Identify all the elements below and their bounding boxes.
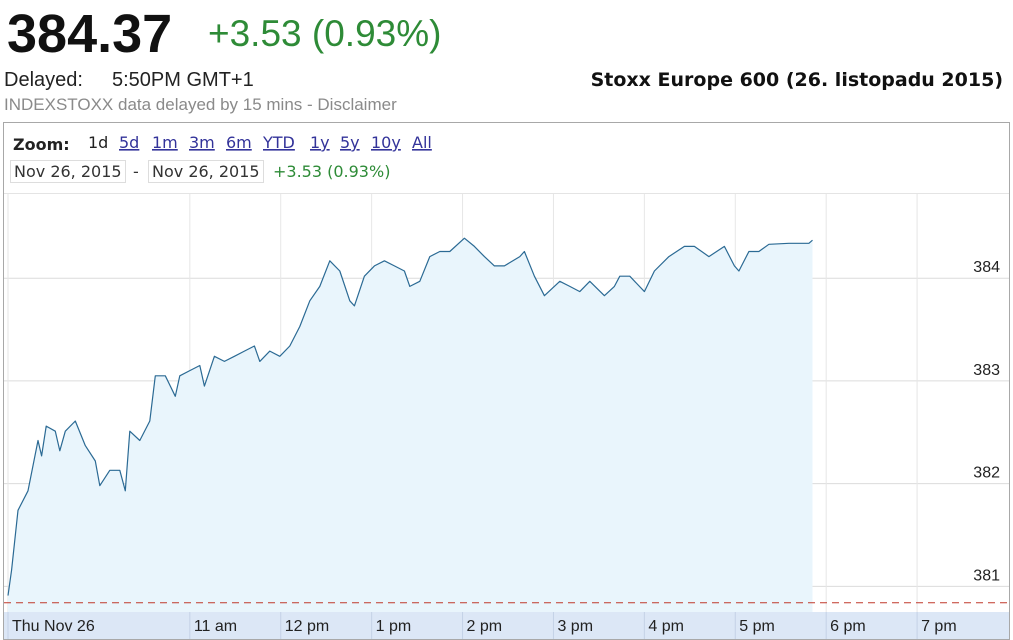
zoom-option[interactable]: 3m [189,133,215,152]
x-tick-label: 11 am [194,618,237,635]
x-tick-label: 6 pm [830,618,866,635]
range-change: +3.53 (0.93%) [273,162,390,181]
x-tick-label: 7 pm [921,618,957,635]
chart-title: Stoxx Europe 600 (26. listopadu 2015) [591,69,1003,91]
date-to[interactable]: Nov 26, 2015 [152,162,260,181]
y-tick-label: 383 [973,362,1000,379]
price: 384.37 [7,4,172,64]
zoom-option[interactable]: 1y [310,133,330,152]
date-from-box[interactable] [10,160,126,183]
delayed-time: 5:50PM GMT+1 [112,69,254,91]
area [8,238,813,612]
delayed-label: Delayed: [4,69,83,91]
zoom-option[interactable]: 1d [88,133,108,152]
y-tick-label: 381 [973,567,1000,584]
x-tick-label: 4 pm [648,618,684,635]
disclaimer[interactable]: INDEXSTOXX data delayed by 15 mins - Dis… [4,95,397,114]
x-tick-label: 2 pm [467,618,503,635]
y-tick-label: 384 [973,259,1000,276]
zoom-option[interactable]: 1m [152,133,178,152]
x-tick-label: 5 pm [739,618,775,635]
price-line [7,237,813,596]
date-from[interactable]: Nov 26, 2015 [14,162,122,181]
y-tick-label: 382 [973,465,1000,482]
x-tick-label: 3 pm [557,618,593,635]
zoom-label: Zoom: [13,135,70,154]
plot: 381 382 383 384 Thu Nov 26 11 am 12 pm 1 pm 2 pm… [4,194,1009,639]
date-to-box[interactable] [148,160,264,183]
x-tick-label: 1 pm [376,618,412,635]
zoom-option[interactable]: 5d [119,133,139,152]
zoom-option[interactable]: 6m [226,133,252,152]
zoom-option[interactable]: All [412,133,432,152]
x-axis-band [4,612,1009,639]
zoom-option[interactable]: YTD [262,133,295,152]
zoom-options: 1d 5d 1m 3m 6m YTD 1y 5y 10y All [88,133,432,152]
zoom-option[interactable]: 5y [340,133,360,152]
x-tick-label: Thu Nov 26 [12,618,95,635]
date-separator: - [133,162,139,181]
price-change: +3.53 (0.93%) [208,13,441,54]
x-tick-label: 12 pm [285,618,329,635]
zoom-option[interactable]: 10y [371,133,401,152]
